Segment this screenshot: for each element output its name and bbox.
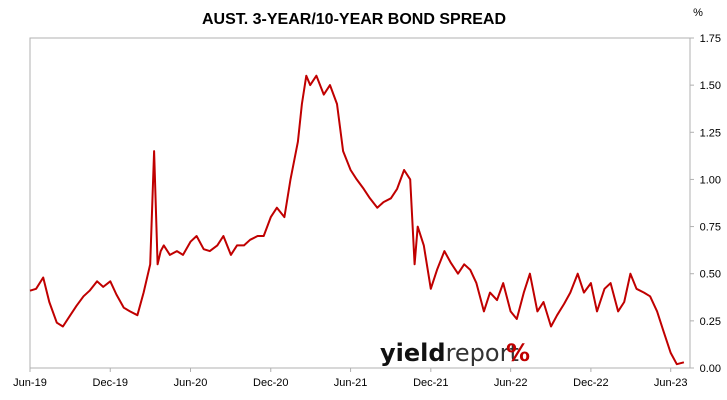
- y-tick-label: 0.00: [700, 363, 721, 375]
- logo-text-yield: yield: [380, 339, 446, 367]
- series-layer: [29, 74, 685, 366]
- y-axis: 0.00 0.25 0.50 0.75 1.00 1.25 1.50 1.75: [690, 33, 721, 375]
- x-tick-label: Jun-23: [654, 377, 688, 389]
- chart-title: AUST. 3-YEAR/10-YEAR BOND SPREAD: [202, 11, 506, 28]
- yieldreport-logo: yieldreport %: [380, 339, 530, 367]
- y-tick-label: 1.50: [700, 80, 721, 92]
- plot-area: [29, 37, 691, 369]
- y-tick-label: 0.75: [700, 222, 721, 234]
- x-tick-label: Dec-21: [413, 377, 448, 389]
- x-tick-label: Jun-20: [174, 377, 208, 389]
- logo-text-report: report: [446, 339, 519, 367]
- y-tick-label: 0.50: [700, 269, 721, 281]
- y-tick-label: 0.25: [700, 316, 721, 328]
- spread-series-line: [29, 74, 685, 366]
- x-tick-label: Dec-22: [573, 377, 608, 389]
- logo-percent-symbol: %: [506, 339, 530, 367]
- x-tick-label: Jun-21: [334, 377, 368, 389]
- y-tick-label: 1.25: [700, 127, 721, 139]
- x-axis: Jun-19 Dec-19 Jun-20 Dec-20 Jun-21 Dec-21 Jun-…: [13, 368, 688, 389]
- y-tick-label: 1.00: [700, 174, 721, 186]
- x-tick-label: Jun-19: [13, 377, 47, 389]
- x-tick-label: Dec-19: [93, 377, 128, 389]
- y-tick-label: 1.75: [700, 33, 721, 45]
- x-tick-label: Jun-22: [494, 377, 528, 389]
- svg-text:yieldreport: yieldreport: [380, 339, 519, 367]
- y-axis-unit-label: %: [693, 7, 703, 19]
- x-tick-label: Dec-20: [253, 377, 288, 389]
